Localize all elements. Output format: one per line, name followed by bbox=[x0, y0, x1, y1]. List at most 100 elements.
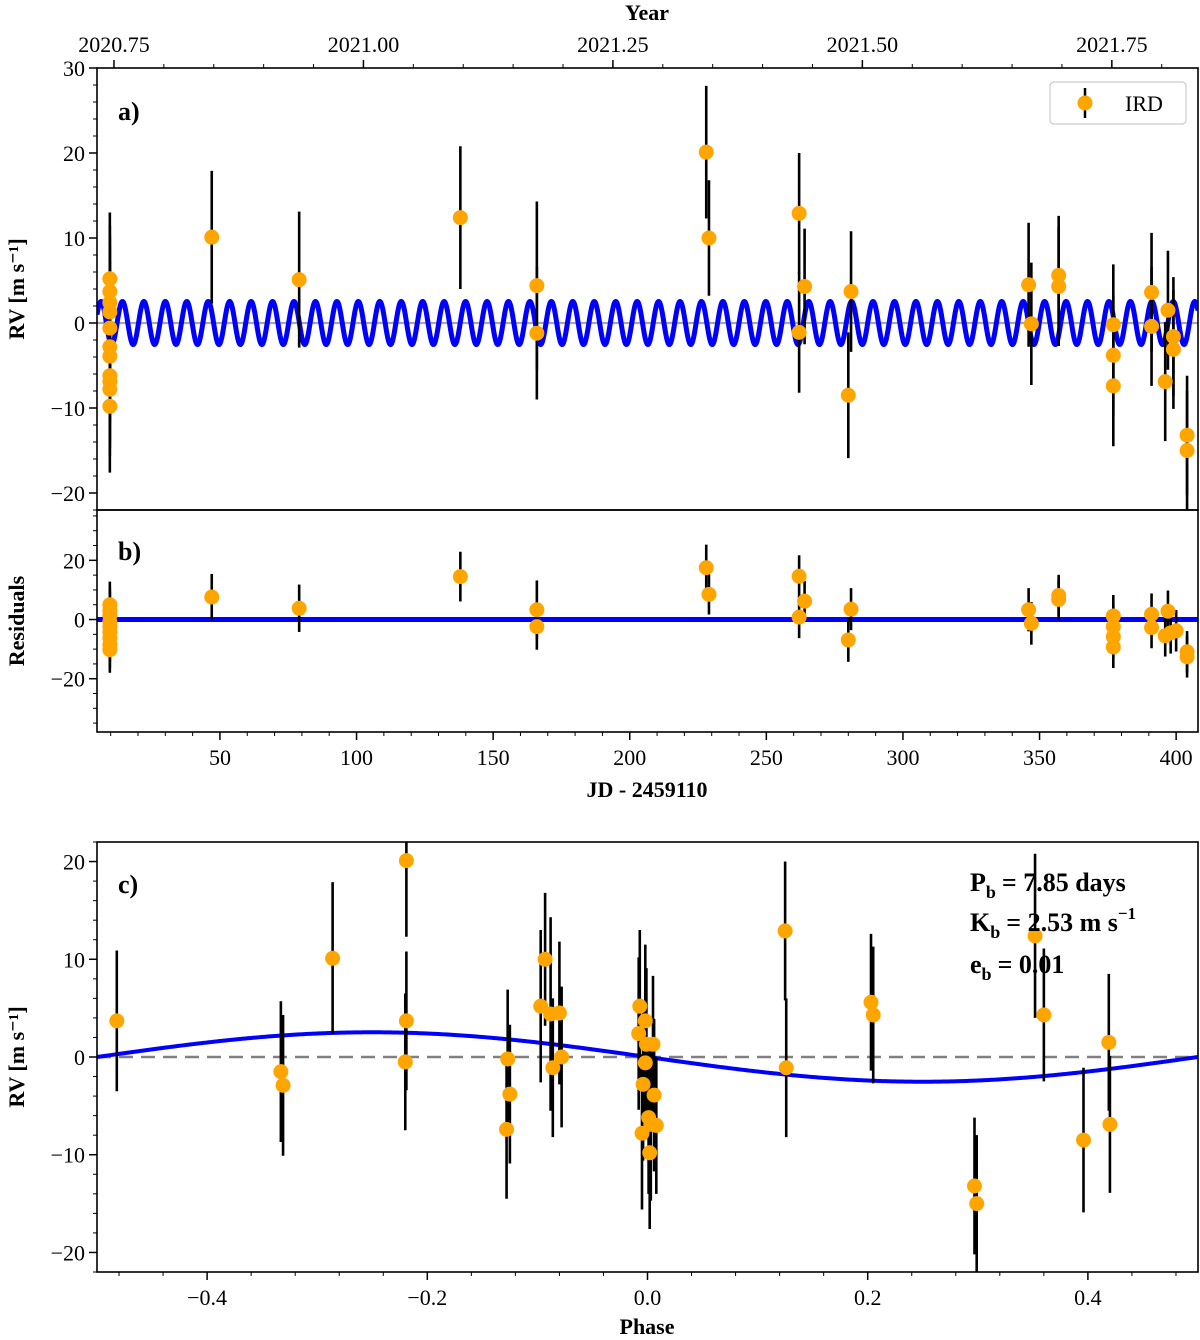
panel-b-point bbox=[1144, 606, 1160, 622]
panel-a-point bbox=[1105, 317, 1121, 333]
panel-b-xtick-label: 100 bbox=[340, 745, 373, 770]
panel-b-point bbox=[1023, 615, 1039, 631]
panel-a-point bbox=[204, 229, 220, 245]
year-tick-label: 2020.75 bbox=[78, 32, 150, 57]
panel-c-point bbox=[109, 1013, 125, 1029]
panel-c-ytick-label: 20 bbox=[63, 850, 85, 875]
panel-c-ytick-label: −20 bbox=[51, 1240, 85, 1265]
panel-c-phase-folded: −20 −10 0 10 20 −0.4 −0.2 0.0 0.2 0.4 bbox=[51, 841, 1199, 1310]
panel-a-point bbox=[102, 304, 118, 320]
panel-c-xtick-label: 0.4 bbox=[1074, 1285, 1102, 1310]
panel-a-point bbox=[791, 324, 807, 340]
panel-b-point bbox=[204, 589, 220, 605]
panel-b-point bbox=[797, 593, 813, 609]
panel-b-points bbox=[102, 544, 1195, 678]
panel-a-point bbox=[291, 272, 307, 288]
panel-b-ytick-label: −20 bbox=[51, 667, 85, 692]
panel-a-points bbox=[102, 85, 1195, 510]
panel-a-point bbox=[1144, 318, 1160, 334]
panel-a-point bbox=[1051, 278, 1067, 294]
panel-c-point bbox=[1102, 1116, 1118, 1132]
panel-a-point bbox=[1105, 347, 1121, 363]
panel-a-point bbox=[701, 230, 717, 246]
panel-b-xtick-label: 400 bbox=[1160, 745, 1193, 770]
panel-c-point bbox=[537, 951, 553, 967]
panel-a-ytick-label: 0 bbox=[74, 311, 85, 336]
panel-b-point bbox=[840, 632, 856, 648]
panel-b-xtick-label: 50 bbox=[209, 745, 231, 770]
panel-c-point bbox=[637, 1013, 653, 1029]
panel-b-point bbox=[529, 602, 545, 618]
panel-b-label: b) bbox=[118, 537, 141, 566]
panel-b-ylabel: Residuals bbox=[4, 575, 29, 666]
panel-c-xtick-label: 0.2 bbox=[854, 1285, 882, 1310]
panel-c-point bbox=[778, 1060, 794, 1076]
panel-a-point bbox=[791, 205, 807, 221]
panel-c-point bbox=[398, 853, 414, 869]
panel-b-point bbox=[1105, 639, 1121, 655]
panel-a-ylabel: RV [m s⁻¹] bbox=[4, 238, 29, 339]
param-semiamp-value: = 2.53 m s bbox=[1006, 908, 1118, 937]
panel-a-point bbox=[1165, 329, 1181, 345]
panel-c-point bbox=[863, 994, 879, 1010]
panel-b-point bbox=[843, 601, 859, 617]
panel-a-point bbox=[797, 278, 813, 294]
panel-b-point bbox=[791, 568, 807, 584]
panel-b-point bbox=[698, 560, 714, 576]
year-tick-label: 2021.25 bbox=[577, 32, 649, 57]
panel-c-point bbox=[632, 998, 648, 1014]
panel-c-ytick-label: 10 bbox=[63, 947, 85, 972]
panel-c-ylabel: RV [m s⁻¹] bbox=[4, 1006, 29, 1107]
param-period-value: = 7.85 days bbox=[1002, 868, 1126, 897]
panel-a-point bbox=[529, 325, 545, 341]
panel-c-point bbox=[966, 1178, 982, 1194]
panel-c-point bbox=[1036, 1007, 1052, 1023]
panel-a-point bbox=[529, 278, 545, 294]
panel-a-point bbox=[1105, 378, 1121, 394]
panel-a-point bbox=[1023, 316, 1039, 332]
panel-a-point bbox=[1144, 284, 1160, 300]
panel-a-point bbox=[698, 144, 714, 160]
panel-a-point bbox=[840, 387, 856, 403]
panel-c-ytick-label: 0 bbox=[74, 1045, 85, 1070]
panel-c-point bbox=[631, 1026, 647, 1042]
param-semiamp-sub: b bbox=[990, 922, 1000, 942]
panel-a-point bbox=[102, 381, 118, 397]
panel-a-point bbox=[102, 271, 118, 287]
panel-c-point bbox=[325, 950, 341, 966]
panel-b-point bbox=[1160, 603, 1176, 619]
param-period-sub: b bbox=[986, 882, 996, 902]
panel-a-point bbox=[102, 398, 118, 414]
panel-c-point bbox=[635, 1076, 651, 1092]
panel-a-ytick-label: 10 bbox=[63, 226, 85, 251]
panel-c-point bbox=[275, 1077, 291, 1093]
panel-b-point bbox=[1144, 620, 1160, 636]
panel-b-frame bbox=[96, 509, 1199, 733]
panel-b-xlabel: JD - 2459110 bbox=[587, 777, 708, 802]
panel-b-point bbox=[791, 609, 807, 625]
panel-a-label: a) bbox=[118, 97, 140, 126]
panel-c-point bbox=[398, 1013, 414, 1029]
panel-c-points bbox=[109, 842, 1118, 1272]
param-ecc-sub: b bbox=[982, 964, 992, 984]
panel-b-xtick-label: 350 bbox=[1023, 745, 1056, 770]
panel-a-point bbox=[843, 284, 859, 300]
panel-c-xlabel: Phase bbox=[620, 1314, 675, 1339]
panel-c-point bbox=[646, 1087, 662, 1103]
panel-c-point bbox=[969, 1196, 985, 1212]
panel-b-point bbox=[452, 569, 468, 585]
panel-b-point bbox=[1021, 602, 1037, 618]
panel-a-model-curve bbox=[97, 298, 1198, 348]
panel-c-point bbox=[1027, 928, 1043, 944]
panel-c-point bbox=[637, 1055, 653, 1071]
panel-a-point bbox=[1157, 374, 1173, 390]
panel-b-xtick-label: 300 bbox=[886, 745, 919, 770]
panel-c-xtick-label: −0.2 bbox=[407, 1285, 447, 1310]
year-tick-label: 2021.50 bbox=[827, 32, 899, 57]
panel-c-point bbox=[865, 1007, 881, 1023]
panel-c-point bbox=[502, 1086, 518, 1102]
panel-c-ytick-label: −10 bbox=[51, 1143, 85, 1168]
panel-a-point bbox=[1021, 277, 1037, 293]
